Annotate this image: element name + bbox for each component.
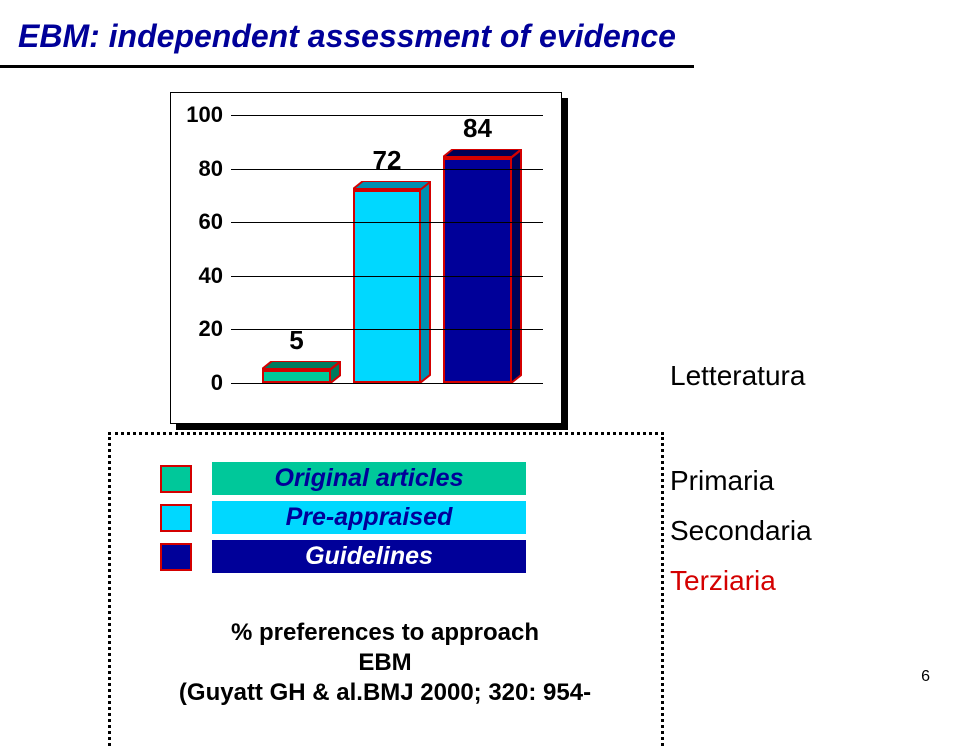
slide-number: 6 xyxy=(921,668,930,686)
bar-value-label: 72 xyxy=(373,145,402,176)
bar-front xyxy=(262,370,331,383)
legend-label: Guidelines xyxy=(212,540,526,573)
legend-item: Original articles xyxy=(160,462,526,495)
gridline xyxy=(231,276,543,277)
chart-legend: Original articles Pre-appraised Guidelines xyxy=(160,456,526,579)
caption-line-1: % preferences to approach xyxy=(140,618,630,648)
caption-line-3: (Guyatt GH & al.BMJ 2000; 320: 954- xyxy=(140,678,630,708)
bar-front xyxy=(353,190,422,383)
legend-label: Original articles xyxy=(212,462,526,495)
right-label: Secondaria xyxy=(670,515,812,547)
caption-line-2: EBM xyxy=(140,648,630,678)
y-tick-label: 60 xyxy=(199,209,223,235)
bar-chart: 57284 020406080100 xyxy=(170,92,562,424)
y-tick-label: 100 xyxy=(186,102,223,128)
legend-label: Pre-appraised xyxy=(212,501,526,534)
bar: 5 xyxy=(262,370,331,383)
legend-swatch xyxy=(160,504,192,532)
right-label: Letteratura xyxy=(670,360,805,392)
y-tick-label: 80 xyxy=(199,156,223,182)
bar: 84 xyxy=(443,158,512,383)
y-tick-label: 20 xyxy=(199,316,223,342)
chart-caption: % preferences to approach EBM (Guyatt GH… xyxy=(140,618,630,708)
gridline xyxy=(231,169,543,170)
chart-bars: 57284 xyxy=(231,115,543,383)
slide-title-box: EBM: independent assessment of evidence xyxy=(0,12,694,68)
gridline xyxy=(231,383,543,384)
bar-value-label: 84 xyxy=(463,113,492,144)
gridline xyxy=(231,115,543,116)
legend-item: Guidelines xyxy=(160,540,526,573)
legend-swatch xyxy=(160,465,192,493)
bar-front xyxy=(443,158,512,383)
bar-side xyxy=(511,150,523,383)
chart-plot-area: 57284 020406080100 xyxy=(231,115,543,383)
legend-swatch xyxy=(160,543,192,571)
right-label: Primaria xyxy=(670,465,774,497)
slide-title: EBM: independent assessment of evidence xyxy=(18,18,676,54)
bar: 72 xyxy=(353,190,422,383)
legend-item: Pre-appraised xyxy=(160,501,526,534)
gridline xyxy=(231,329,543,330)
right-label: Terziaria xyxy=(670,565,776,597)
gridline xyxy=(231,222,543,223)
bar-side xyxy=(420,182,432,383)
slide: EBM: independent assessment of evidence … xyxy=(0,0,960,746)
bar-side xyxy=(330,362,342,383)
y-tick-label: 40 xyxy=(199,263,223,289)
y-tick-label: 0 xyxy=(211,370,223,396)
